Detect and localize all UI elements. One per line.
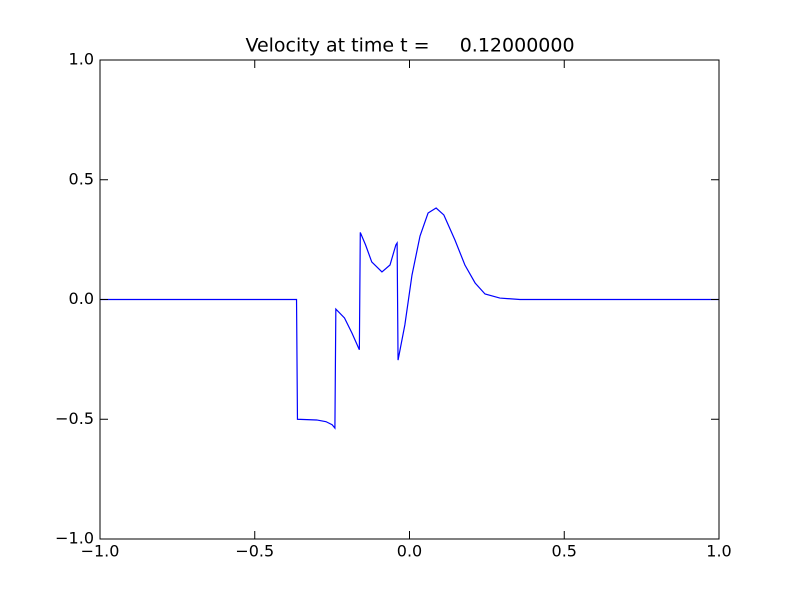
x-tick-label: −0.5 bbox=[235, 542, 274, 561]
y-tick-label: 0.0 bbox=[69, 289, 94, 308]
x-tick-label: 0.0 bbox=[397, 542, 422, 561]
y-tick-label: −0.5 bbox=[55, 409, 94, 428]
x-tick-label: 1.0 bbox=[706, 542, 731, 561]
y-tick-label: 0.5 bbox=[69, 169, 94, 188]
y-tick-label: 1.0 bbox=[69, 50, 94, 69]
data-line bbox=[100, 207, 719, 430]
x-tick-label: 0.5 bbox=[552, 542, 577, 561]
x-tick-label: −1.0 bbox=[81, 542, 120, 561]
chart-title: Velocity at time t = 0.12000000 bbox=[245, 35, 574, 57]
y-tick-label: −1.0 bbox=[55, 529, 94, 548]
